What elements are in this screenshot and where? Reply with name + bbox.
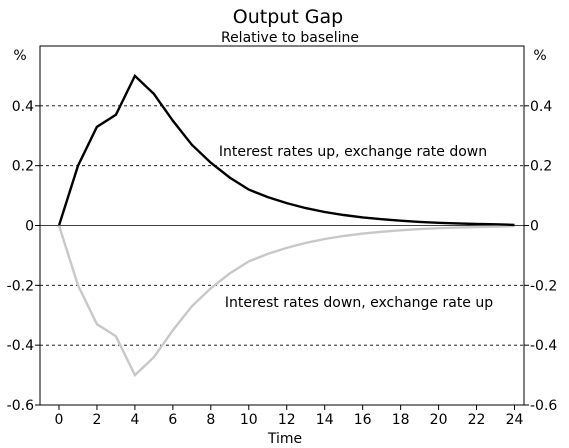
x-tick-label: 24: [506, 412, 524, 428]
y-tick-label-right: 0: [530, 219, 539, 235]
y-tick-label-left: 0.4: [12, 99, 34, 115]
y-tick-label-right: -0.6: [530, 398, 557, 414]
series-line-rates-up: [57, 73, 515, 227]
x-tick-label: 10: [240, 412, 258, 428]
x-tick-label: 22: [468, 412, 486, 428]
y-tick-label-left: -0.6: [7, 398, 34, 414]
y-tick-label-left: -0.4: [7, 338, 34, 354]
annotation-rates-down: Interest rates down, exchange rate up: [225, 295, 493, 311]
x-tick-label: 12: [278, 412, 296, 428]
series-lines: [57, 73, 515, 378]
left-axis-unit: %: [13, 48, 26, 64]
right-y-tick-labels: -0.6 -0.4 -0.2 0 0.2 0.4: [530, 99, 557, 414]
x-tick-label: 20: [430, 412, 448, 428]
y-tick-label-right: 0.4: [530, 99, 552, 115]
x-tick-label: 18: [392, 412, 410, 428]
annotation-rates-up: Interest rates up, exchange rate down: [219, 144, 487, 160]
y-tick-label-left: -0.2: [7, 278, 34, 294]
x-tick-labels: 0 2 4 6 8 10 12 14 16 18 20 22 24: [55, 412, 524, 428]
x-tick-label: 4: [130, 412, 139, 428]
x-tick-label: 6: [168, 412, 177, 428]
y-tick-label-left: 0.2: [12, 159, 34, 175]
series-line-rates-down: [57, 224, 515, 378]
x-axis-label: Time: [267, 431, 302, 447]
chart-title: Output Gap: [233, 6, 343, 28]
y-tick-label-left: 0: [25, 219, 34, 235]
right-axis-unit: %: [533, 48, 546, 64]
x-tick-label: 0: [55, 412, 64, 428]
left-y-tick-labels: -0.6 -0.4 -0.2 0 0.2 0.4: [7, 99, 34, 414]
y-tick-label-right: 0.2: [530, 159, 552, 175]
y-tick-label-right: -0.2: [530, 278, 557, 294]
x-tick-label: 14: [316, 412, 334, 428]
x-tick-label: 2: [92, 412, 101, 428]
y-tick-label-right: -0.4: [530, 338, 557, 354]
axis-ticks: [35, 105, 529, 410]
x-tick-label: 8: [206, 412, 215, 428]
x-tick-label: 16: [354, 412, 372, 428]
chart-subtitle: Relative to baseline: [221, 30, 359, 46]
